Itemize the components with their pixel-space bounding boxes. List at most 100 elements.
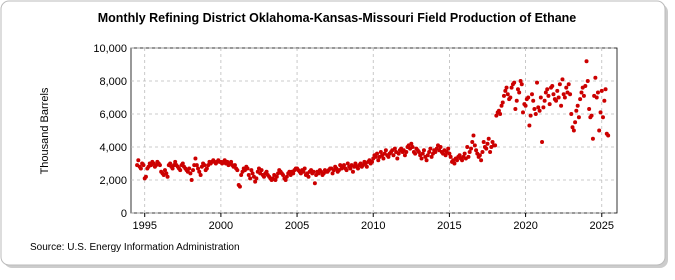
- data-point: [541, 105, 546, 110]
- data-point: [376, 158, 381, 163]
- data-point: [462, 151, 467, 156]
- data-point: [480, 149, 485, 154]
- data-point: [578, 97, 583, 102]
- data-point: [254, 176, 259, 181]
- data-point: [143, 174, 148, 179]
- data-point: [409, 141, 414, 146]
- data-point: [589, 113, 594, 118]
- data-point: [421, 148, 426, 153]
- data-point: [455, 158, 460, 163]
- data-point: [600, 115, 605, 120]
- data-point: [341, 163, 346, 168]
- data-point: [198, 173, 203, 178]
- data-point: [493, 143, 498, 148]
- data-point: [494, 113, 499, 118]
- data-point: [170, 166, 175, 171]
- data-point: [419, 156, 424, 161]
- data-point: [496, 108, 501, 113]
- data-point: [284, 174, 289, 179]
- data-point: [517, 90, 522, 95]
- data-point: [514, 98, 519, 103]
- data-point: [606, 133, 611, 138]
- data-point: [526, 95, 531, 100]
- data-point: [395, 156, 400, 161]
- data-point: [193, 156, 198, 161]
- data-point: [291, 171, 296, 176]
- data-point: [466, 154, 471, 159]
- data-point: [239, 173, 244, 178]
- data-point: [472, 143, 477, 148]
- data-point: [593, 75, 598, 80]
- data-point: [484, 146, 489, 151]
- data-point: [550, 83, 555, 88]
- data-point: [392, 146, 397, 151]
- data-point: [202, 163, 207, 168]
- data-point: [301, 169, 306, 174]
- x-tick-label: 2015: [437, 220, 461, 232]
- data-point: [273, 178, 278, 182]
- data-point: [587, 107, 592, 112]
- data-point: [597, 128, 602, 133]
- y-tick-label: 8,000: [99, 76, 127, 88]
- y-tick-label: 10,000: [93, 43, 127, 55]
- x-tick-label: 2020: [513, 220, 537, 232]
- data-point: [425, 153, 430, 158]
- data-point: [194, 163, 199, 168]
- data-point: [178, 168, 183, 173]
- data-point: [574, 108, 579, 113]
- data-point: [348, 166, 353, 171]
- data-point: [560, 77, 565, 82]
- data-point: [535, 80, 540, 85]
- data-point: [515, 87, 520, 92]
- data-point: [188, 171, 193, 176]
- data-point: [512, 80, 517, 85]
- data-point: [551, 92, 556, 97]
- data-point: [469, 146, 474, 151]
- data-point: [375, 151, 380, 156]
- data-point: [250, 171, 255, 176]
- data-point: [189, 178, 194, 182]
- data-point: [523, 103, 528, 108]
- data-point: [162, 168, 167, 173]
- data-point: [594, 95, 599, 100]
- data-point: [568, 92, 573, 97]
- data-point: [345, 161, 350, 166]
- data-point: [381, 156, 386, 161]
- x-tick-label: 2000: [209, 220, 233, 232]
- data-point: [157, 163, 162, 168]
- data-point: [504, 85, 509, 90]
- data-point: [428, 146, 433, 151]
- data-point: [180, 161, 185, 166]
- data-point: [485, 141, 490, 146]
- y-tick-label: 0: [121, 208, 127, 220]
- data-point: [501, 93, 506, 98]
- data-point: [481, 140, 486, 145]
- data-point: [364, 164, 369, 169]
- data-point: [603, 87, 608, 92]
- data-point: [579, 90, 584, 95]
- data-point: [470, 140, 475, 145]
- data-point: [370, 159, 375, 164]
- data-point: [583, 83, 588, 88]
- data-point: [533, 112, 538, 116]
- data-point: [471, 133, 476, 138]
- data-point: [557, 82, 562, 87]
- data-point: [248, 176, 253, 181]
- data-point: [508, 95, 513, 100]
- data-point: [448, 154, 453, 159]
- data-point: [555, 88, 560, 93]
- data-point: [410, 145, 415, 149]
- data-point: [531, 98, 536, 103]
- data-point: [306, 174, 311, 179]
- data-point: [585, 79, 590, 83]
- data-point: [165, 174, 170, 179]
- data-point: [486, 136, 491, 141]
- data-point: [575, 103, 580, 108]
- x-tick-label: 2010: [361, 220, 385, 232]
- data-point: [312, 181, 317, 186]
- data-point: [503, 88, 508, 93]
- data-point: [465, 145, 470, 149]
- chart-title: Monthly Refining District Oklahoma-Kansa…: [98, 11, 577, 25]
- data-point: [556, 95, 561, 100]
- data-point: [543, 90, 548, 95]
